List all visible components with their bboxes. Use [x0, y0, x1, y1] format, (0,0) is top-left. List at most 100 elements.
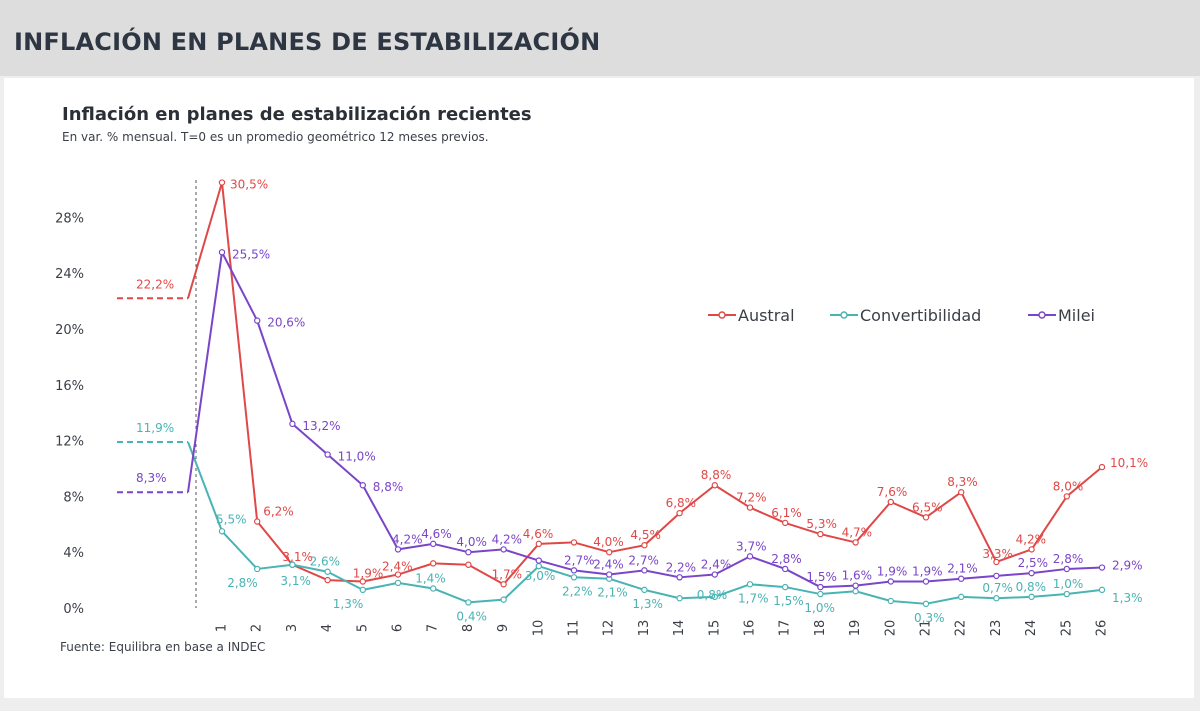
austral-point [218, 179, 226, 186]
convertibilidad-data-label: 1,0% [1053, 577, 1084, 591]
milei-data-label: 3,7% [736, 539, 767, 553]
austral-data-label: 8,8% [701, 468, 732, 482]
milei-point [782, 565, 789, 573]
milei-point [641, 567, 648, 574]
convertibilidad-point [1028, 593, 1035, 601]
y-tick-label: 20% [55, 323, 84, 338]
austral-data-label: 6,5% [912, 500, 943, 514]
milei-point [852, 582, 859, 589]
x-tick-label: 1 [215, 624, 230, 632]
austral-point [1098, 463, 1106, 471]
x-tick-label: 26 [1095, 620, 1110, 637]
milei-t0-connector [187, 252, 223, 493]
convertibilidad-point [324, 568, 331, 575]
milei-point [993, 572, 1000, 580]
austral-legend-marker [718, 311, 726, 319]
austral-point [324, 576, 331, 584]
austral-series-line [221, 182, 1103, 586]
austral-data-label: 4,5% [630, 528, 661, 542]
x-tick-label: 12 [602, 620, 617, 637]
x-tick-label: 18 [813, 620, 828, 637]
milei-data-label: 25,5% [232, 247, 270, 261]
milei-data-label: 2,5% [1018, 556, 1049, 570]
milei-data-label: 4,0% [456, 535, 487, 549]
page-title: INFLACIÓN EN PLANES DE ESTABILIZACIÓN [14, 28, 601, 56]
austral-data-label: 6,1% [771, 506, 802, 520]
austral-point [254, 518, 261, 525]
convertibilidad-data-label: 1,7% [738, 591, 769, 605]
milei-legend-label: Milei [1058, 306, 1095, 325]
milei-legend-marker [1038, 311, 1046, 319]
y-tick-label: 4% [63, 546, 84, 561]
milei-point [324, 451, 331, 458]
x-tick-label: 5 [355, 624, 370, 632]
x-tick-label: 2 [250, 624, 265, 632]
convertibilidad-point [711, 593, 719, 601]
convertibilidad-data-label: 1,0% [804, 601, 835, 615]
milei-point [289, 420, 296, 428]
convertibilidad-data-label: 1,3% [1112, 591, 1143, 605]
milei-point [922, 578, 930, 585]
austral-point [782, 519, 789, 527]
milei-data-label: 1,5% [806, 570, 837, 584]
milei-data-label: 2,4% [701, 558, 732, 572]
x-tick-label: 19 [848, 620, 863, 637]
austral-data-label: 2,4% [382, 560, 413, 574]
milei-point [711, 571, 719, 578]
milei-series-line [221, 251, 1103, 589]
austral-point [746, 504, 754, 511]
austral-legend-label: Austral [738, 306, 795, 325]
x-tick-label: 8 [461, 624, 476, 632]
austral-data-label: 1,7% [492, 567, 522, 581]
convertibilidad-legend-marker [840, 311, 848, 319]
x-tick-label: 17 [778, 620, 793, 637]
austral-data-label: 5,3% [806, 517, 837, 531]
milei-point [254, 317, 261, 324]
x-tick-label: 23 [989, 620, 1004, 637]
austral-point [394, 571, 402, 578]
austral-data-label: 8,0% [1053, 479, 1084, 493]
milei-point [465, 549, 472, 556]
milei-point [887, 578, 895, 585]
milei-point [570, 567, 578, 574]
milei-point [676, 574, 683, 581]
convertibilidad-data-label: 0,8% [697, 588, 728, 602]
convertibilidad-point [254, 565, 261, 573]
milei-point [958, 575, 965, 582]
y-tick-label: 0% [63, 602, 84, 617]
milei-point [218, 249, 226, 256]
convertibilidad-data-label: 3,0% [525, 569, 556, 583]
milei-data-label: 2,7% [628, 553, 659, 567]
convertibilidad-data-label: 0,3% [914, 611, 945, 625]
convertibilidad-point [1098, 586, 1106, 594]
convertibilidad-point [852, 588, 859, 595]
austral-data-label: 10,1% [1110, 456, 1148, 470]
austral-point [676, 509, 683, 517]
convertibilidad-point [430, 585, 437, 592]
austral-point [993, 558, 1000, 566]
convertibilidad-point [465, 599, 472, 606]
chart-source: Fuente: Equilibra en base a INDEC [60, 640, 266, 654]
milei-data-label: 1,6% [842, 569, 873, 583]
austral-data-label: 7,6% [877, 485, 908, 499]
y-tick-label: 24% [55, 267, 84, 282]
milei-data-label: 4,2% [492, 532, 522, 546]
x-tick-label: 9 [496, 624, 511, 632]
x-tick-label: 16 [743, 620, 758, 637]
x-tick-label: 13 [637, 620, 652, 637]
austral-point [1028, 546, 1035, 553]
milei-data-label: 4,2% [392, 532, 423, 546]
y-tick-label: 16% [55, 379, 84, 394]
convertibilidad-data-label: 1,4% [415, 571, 446, 585]
austral-point [922, 514, 930, 521]
milei-data-label: 11,0% [338, 450, 376, 464]
convertibilidad-data-label: 0,4% [456, 609, 487, 623]
convertibilidad-data-label: 2,1% [597, 586, 628, 600]
convertibilidad-point [922, 600, 930, 608]
convertibilidad-data-label: 0,8% [1016, 580, 1047, 594]
milei-point [1028, 569, 1035, 577]
milei-t0-label: 8,3% [136, 471, 167, 485]
milei-point [817, 583, 824, 591]
x-tick-label: 15 [707, 620, 722, 637]
austral-data-label: 7,2% [736, 491, 767, 505]
